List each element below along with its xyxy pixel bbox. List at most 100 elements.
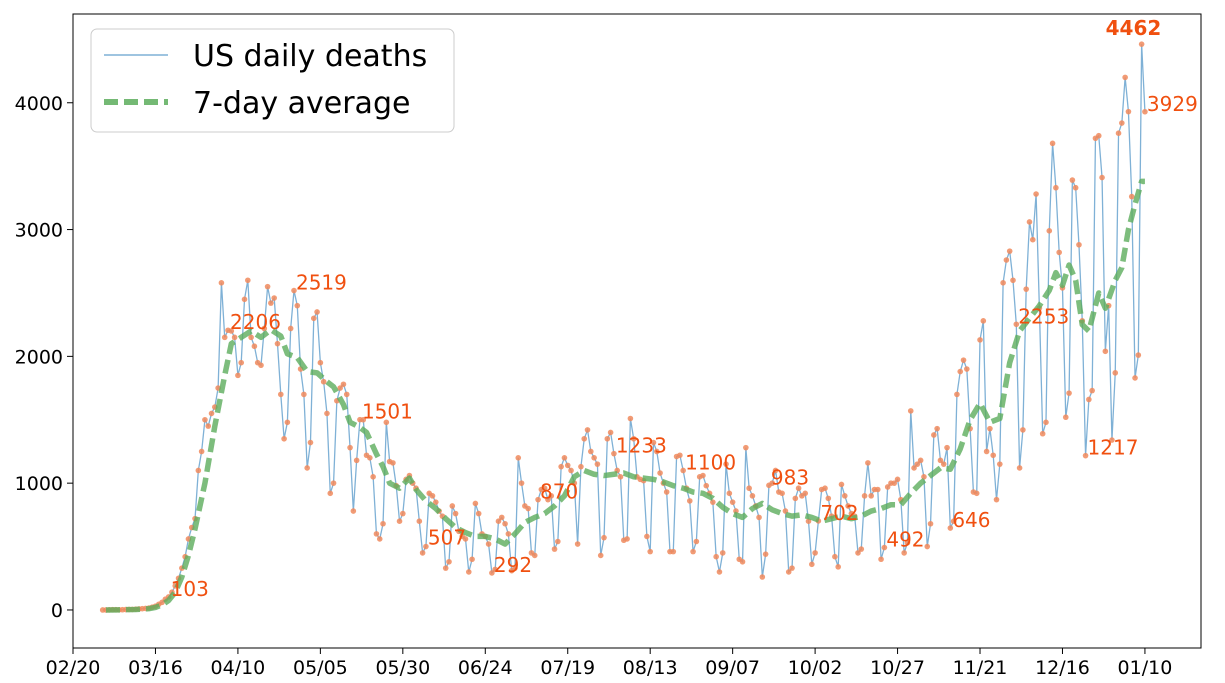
daily-deaths-point <box>231 334 238 341</box>
daily-deaths-point <box>268 300 274 306</box>
daily-deaths-point <box>1029 236 1036 243</box>
daily-deaths-point <box>1125 108 1132 115</box>
daily-deaths-point <box>248 334 254 341</box>
daily-deaths-point <box>221 334 228 341</box>
daily-deaths-point <box>670 548 677 555</box>
annotation-label: 4462 <box>1106 16 1162 40</box>
daily-deaths-point <box>1010 277 1016 284</box>
daily-deaths-point <box>525 505 531 512</box>
daily-deaths-point <box>1115 130 1122 136</box>
daily-deaths-point <box>657 470 663 476</box>
daily-deaths-point <box>502 520 508 527</box>
daily-deaths-point <box>578 463 584 470</box>
daily-deaths-point <box>785 569 792 575</box>
daily-deaths-point <box>710 499 716 505</box>
annotation-label: 2519 <box>296 271 347 295</box>
daily-deaths-point <box>964 366 970 372</box>
daily-deaths-point <box>627 415 634 422</box>
daily-deaths-point <box>433 499 439 505</box>
daily-deaths-point <box>442 565 449 571</box>
daily-deaths-point <box>208 410 215 417</box>
daily-deaths-point <box>1089 387 1095 394</box>
daily-deaths-point <box>993 496 1000 503</box>
daily-deaths-point <box>512 565 518 571</box>
daily-deaths-point <box>940 461 947 467</box>
daily-deaths-point <box>686 498 693 504</box>
daily-deaths-point <box>294 302 301 309</box>
daily-deaths-point <box>281 435 287 442</box>
daily-deaths-point <box>987 425 993 432</box>
daily-deaths-point <box>690 548 696 555</box>
daily-deaths-point <box>983 448 990 455</box>
daily-deaths-point <box>584 427 591 433</box>
daily-deaths-point <box>205 423 212 429</box>
daily-deaths-point <box>202 416 208 423</box>
daily-deaths-point <box>931 432 937 438</box>
daily-deaths-point <box>792 495 799 502</box>
annotation-label: 2253 <box>1018 304 1069 328</box>
daily-deaths-point <box>878 556 884 563</box>
daily-deaths-point <box>789 565 795 571</box>
daily-deaths-point <box>980 318 987 324</box>
seven-day-average-line <box>105 178 1145 613</box>
daily-deaths-point <box>891 480 898 486</box>
daily-deaths-point <box>314 309 320 315</box>
daily-deaths-point <box>1046 228 1053 234</box>
daily-deaths-point <box>1082 452 1089 459</box>
daily-deaths-point <box>746 485 752 492</box>
daily-deaths-point <box>1138 41 1145 47</box>
daily-deaths-point <box>812 550 818 556</box>
seven-day-average-series <box>105 178 1145 613</box>
daily-deaths-point <box>492 566 498 573</box>
annotation-label: 1233 <box>616 434 667 458</box>
daily-deaths-point <box>973 490 980 497</box>
daily-deaths-point <box>373 531 380 537</box>
daily-deaths-point <box>739 558 746 565</box>
daily-deaths-point <box>1003 257 1010 263</box>
daily-deaths-point <box>347 444 353 451</box>
daily-deaths-point <box>805 518 812 524</box>
daily-deaths-point <box>367 455 373 461</box>
daily-deaths-point <box>238 359 245 366</box>
daily-deaths-point <box>653 448 660 455</box>
daily-deaths-point <box>713 553 719 560</box>
daily-deaths-point <box>759 574 766 580</box>
daily-deaths-point <box>304 465 310 471</box>
annotation-label: 1217 <box>1088 436 1139 460</box>
daily-deaths-point <box>1053 184 1059 191</box>
daily-deaths-point <box>934 425 940 432</box>
daily-deaths-point <box>947 525 954 531</box>
daily-deaths-point <box>340 381 347 388</box>
daily-deaths-point <box>400 510 406 517</box>
daily-deaths-point <box>693 538 700 545</box>
daily-deaths-point <box>380 520 386 527</box>
daily-deaths-point <box>277 391 284 398</box>
daily-deaths-point <box>630 435 637 442</box>
daily-deaths-point <box>769 480 776 486</box>
daily-deaths-point <box>865 460 871 466</box>
daily-deaths-point <box>960 357 967 363</box>
daily-deaths-point <box>245 277 251 284</box>
daily-deaths-point <box>195 467 202 474</box>
daily-deaths-point <box>1072 184 1079 191</box>
daily-deaths-point <box>1023 286 1029 292</box>
daily-deaths-point <box>937 457 944 464</box>
daily-deaths-point <box>1043 419 1049 426</box>
daily-deaths-point <box>558 463 564 470</box>
daily-deaths-point <box>228 328 235 334</box>
daily-deaths-point <box>1026 219 1033 225</box>
daily-deaths-point <box>884 484 891 490</box>
daily-deaths-point <box>835 564 841 570</box>
daily-deaths-point <box>568 467 574 474</box>
daily-deaths-point <box>680 467 686 474</box>
daily-deaths-point <box>274 340 281 347</box>
daily-deaths-point <box>264 283 271 290</box>
daily-deaths-point <box>904 539 911 546</box>
x-tick-label: 03/16 <box>128 657 183 679</box>
daily-deaths-point <box>977 337 983 343</box>
value-annotations: 103 2206 2519 1501 507 292 870 1233 1100 983 702 49… <box>171 16 1198 601</box>
y-tick-label: 2000 <box>15 346 63 368</box>
daily-deaths-point <box>472 500 479 507</box>
daily-deaths-point <box>855 550 861 556</box>
